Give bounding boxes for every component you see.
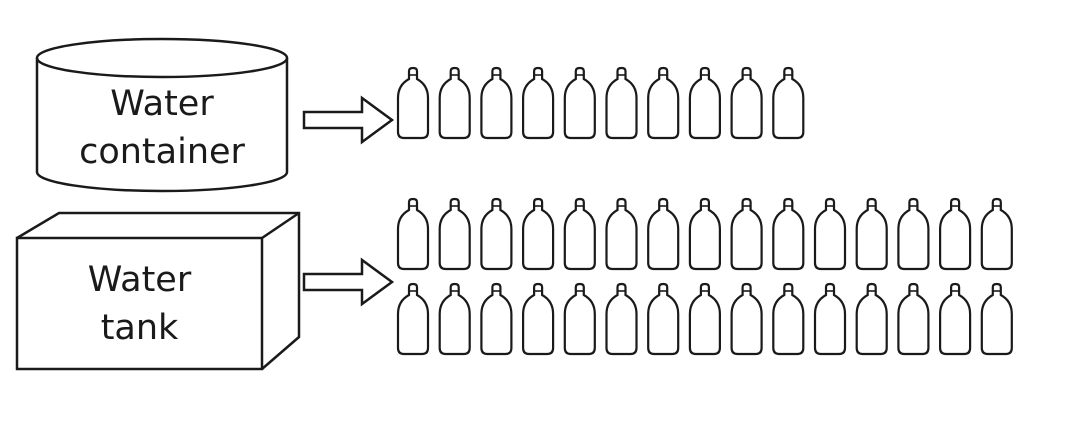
bottle-icon <box>730 282 763 356</box>
arrow-tank-to-bottles <box>302 257 395 307</box>
bottle-icon <box>813 197 847 271</box>
bottle-icon <box>980 282 1013 356</box>
water-tank-label: Water tank <box>17 256 262 352</box>
bottle-icon <box>688 66 721 140</box>
bottle-icon <box>980 197 1013 271</box>
water-tank-label-line2: tank <box>100 308 179 348</box>
bottle-icon <box>438 66 471 140</box>
bottle-icon <box>522 197 555 271</box>
bottle-icon <box>897 282 930 356</box>
bottle-icon <box>605 197 638 271</box>
bottle-icon <box>647 66 680 140</box>
bottle-icon <box>563 66 596 140</box>
bottle-icon <box>563 282 596 356</box>
bottle-icon <box>730 66 763 140</box>
bottle-icon <box>939 282 972 356</box>
bottle-icon <box>647 197 680 271</box>
bottle-icon <box>939 197 972 271</box>
bottle-icon <box>772 66 805 140</box>
bottle-icon <box>396 282 430 356</box>
bottle-icon <box>480 66 513 140</box>
bottle-icon <box>730 197 763 271</box>
bottle-icon <box>438 282 471 356</box>
bottle-icon <box>897 197 930 271</box>
water-container-label: Water container <box>37 80 287 176</box>
bottle-icon <box>396 197 430 271</box>
bottle-icon <box>563 197 596 271</box>
bottle-icon <box>855 197 888 271</box>
bottle-icon <box>605 282 638 356</box>
bottle-icon <box>855 282 888 356</box>
bottle-icon <box>522 66 555 140</box>
bottle-icon <box>772 282 805 356</box>
tank-bottles-group <box>396 197 1013 356</box>
bottle-icon <box>438 197 471 271</box>
bottle-icon <box>813 282 847 356</box>
bottle-icon <box>688 282 721 356</box>
arrow-container-to-bottles <box>302 95 395 145</box>
bottle-icon <box>522 282 555 356</box>
water-container-cylinder <box>35 37 289 193</box>
bottle-icon <box>647 282 680 356</box>
bottle-icon <box>480 282 513 356</box>
container-bottles-group <box>396 66 805 140</box>
bottle-icon <box>605 66 638 140</box>
bottle-icon <box>772 197 805 271</box>
bottle-icon <box>480 197 513 271</box>
bottle-icon <box>688 197 721 271</box>
water-tank-label-line1: Water <box>87 260 192 300</box>
water-container-label-line2: container <box>79 132 245 172</box>
water-container-label-line1: Water <box>110 84 214 124</box>
water-tank-box <box>15 211 301 371</box>
bottle-icon <box>396 66 430 140</box>
